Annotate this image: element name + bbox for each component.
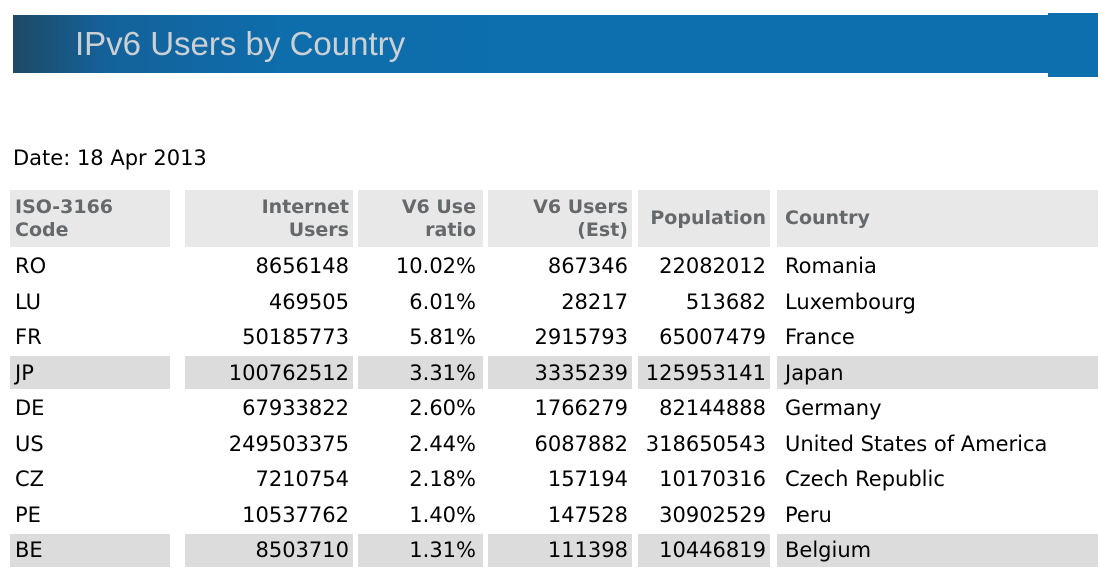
cell-population: 65007479 [659,325,766,349]
table-header-row: ISO-3166 Code Internet Users V6 Use rati… [10,190,1098,247]
cell-v6-use-ratio: 1.40% [409,502,476,527]
cell-iso-code: DE [15,396,45,420]
cell-v6-users-est: 111398 [488,533,632,567]
cell-v6-use-ratio: 2.18% [409,467,476,491]
cell-internet-users: 8656148 [255,254,349,278]
ipv6-users-table: ISO-3166 Code Internet Users V6 Use rati… [10,190,1098,567]
cell-internet-users: 100762512 [185,356,353,389]
col-header-population: Population [638,190,770,247]
cell-population: 82144888 [659,396,766,420]
cell-population: 22082012 [659,254,766,278]
col-header-country: Country [777,190,1098,247]
col-header-v6-users-est: V6 Users (Est) [488,190,632,247]
table-row: RO 8656148 10.02% 867346 22082012 Romani… [10,250,1098,283]
cell-v6-users-est: 1766279 [534,396,628,420]
cell-country: United States of America [785,431,1048,456]
cell-population: 10446819 [638,533,770,567]
cell-v6-use-ratio: 10.02% [395,254,476,278]
cell-population: 30902529 [659,502,766,527]
cell-internet-users: 7210754 [255,467,349,491]
table-body: RO 8656148 10.02% 867346 22082012 Romani… [10,250,1098,567]
page-title: IPv6 Users by Country [75,25,406,62]
cell-v6-users-est: 28217 [561,289,628,314]
cell-country: Luxembourg [785,289,916,314]
cell-iso-code: FR [15,325,42,349]
cell-iso-code: US [15,431,44,456]
table-row: JP 100762512 3.31% 3335239 125953141 Jap… [10,356,1098,389]
col-header-internet-users: Internet Users [185,190,353,247]
cell-internet-users: 50185773 [242,325,349,349]
cell-iso-code: PE [15,502,41,527]
cell-country: Japan [777,356,1098,389]
cell-iso-code: JP [10,356,170,389]
cell-v6-use-ratio: 5.81% [409,325,476,349]
banner-right-cap [1048,13,1098,77]
cell-v6-use-ratio: 3.31% [358,356,483,389]
cell-v6-use-ratio: 6.01% [409,289,476,314]
cell-v6-users-est: 867346 [547,254,628,278]
cell-iso-code: CZ [15,467,45,491]
report-date: Date: 18 Apr 2013 [13,146,207,170]
cell-internet-users: 10537762 [242,502,349,527]
table-row: PE 10537762 1.40% 147528 30902529 Peru [10,498,1098,531]
cell-country: Germany [785,396,882,420]
col-header-v6-use-ratio: V6 Use ratio [358,190,483,247]
table-row: DE 67933822 2.60% 1766279 82144888 Germa… [10,392,1098,425]
cell-country: Romania [785,254,877,278]
cell-v6-users-est: 6087882 [534,431,628,456]
cell-iso-code: LU [15,289,42,314]
cell-internet-users: 249503375 [228,431,349,456]
table-row: US 249503375 2.44% 6087882 318650543 Uni… [10,427,1098,460]
col-header-iso-code: ISO-3166 Code [10,190,170,247]
cell-v6-use-ratio: 2.44% [409,431,476,456]
cell-v6-users-est: 157194 [547,467,628,491]
cell-iso-code: BE [10,533,170,567]
cell-population: 125953141 [638,356,770,389]
page-banner: IPv6 Users by Country [13,15,1048,73]
cell-population: 10170316 [659,467,766,491]
cell-population: 318650543 [645,431,766,456]
cell-v6-users-est: 2915793 [534,325,628,349]
cell-population: 513682 [685,289,766,314]
table-row: FR 50185773 5.81% 2915793 65007479 Franc… [10,321,1098,354]
cell-country: Czech Republic [785,467,945,491]
table-row: CZ 7210754 2.18% 157194 10170316 Czech R… [10,463,1098,496]
cell-v6-use-ratio: 2.60% [409,396,476,420]
cell-iso-code: RO [15,254,47,278]
cell-country: Belgium [777,533,1098,567]
table-row: LU 469505 6.01% 28217 513682 Luxembourg [10,285,1098,318]
cell-country: Peru [785,502,832,527]
table-row: BE 8503710 1.31% 111398 10446819 Belgium [10,533,1098,567]
cell-v6-users-est: 147528 [547,502,628,527]
cell-internet-users: 469505 [268,289,349,314]
cell-internet-users: 67933822 [242,396,349,420]
cell-v6-users-est: 3335239 [488,356,632,389]
cell-v6-use-ratio: 1.31% [358,533,483,567]
cell-country: France [785,325,855,349]
cell-internet-users: 8503710 [185,533,353,567]
